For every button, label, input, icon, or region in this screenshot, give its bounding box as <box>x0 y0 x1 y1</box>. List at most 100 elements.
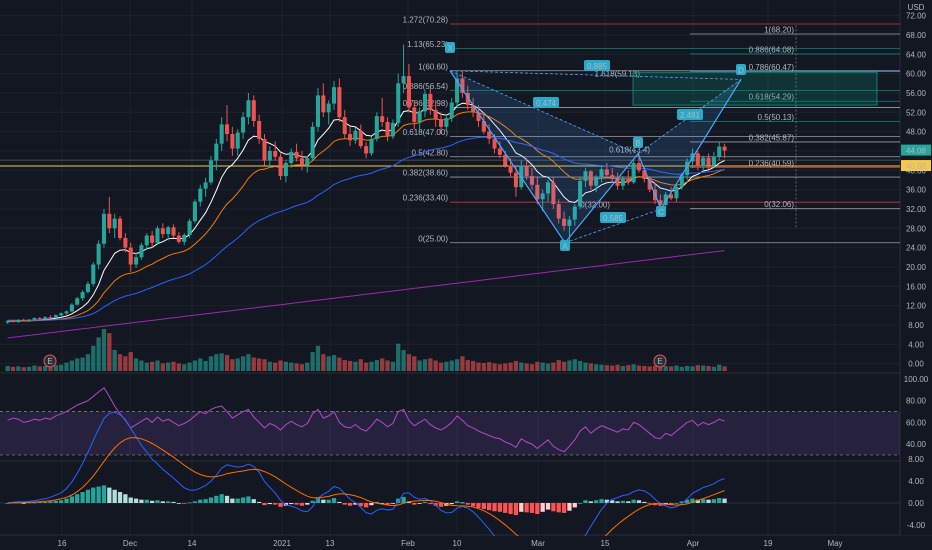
candle-body[interactable] <box>406 76 411 108</box>
candle-body[interactable] <box>385 121 390 137</box>
candle-body[interactable] <box>364 146 369 154</box>
candle-body[interactable] <box>476 112 481 122</box>
candle-body[interactable] <box>16 320 21 323</box>
candle-body[interactable] <box>187 221 192 236</box>
candle-body[interactable] <box>331 87 337 104</box>
candle-body[interactable] <box>594 177 599 186</box>
candle-body[interactable] <box>449 102 454 119</box>
candle-body[interactable] <box>551 182 556 205</box>
candle-body[interactable] <box>513 172 518 188</box>
candle-body[interactable] <box>144 235 149 246</box>
candle-body[interactable] <box>37 318 42 320</box>
candle-body[interactable] <box>438 119 444 127</box>
candle-body[interactable] <box>562 218 567 226</box>
candle-body[interactable] <box>91 264 96 284</box>
candle-body[interactable] <box>455 78 460 103</box>
candle-body[interactable] <box>658 200 663 206</box>
candle-body[interactable] <box>150 235 155 243</box>
candle-body[interactable] <box>460 78 465 93</box>
candle-body[interactable] <box>471 105 476 113</box>
earnings-marker[interactable] <box>653 354 667 368</box>
candle-body[interactable] <box>262 138 267 161</box>
candle-body[interactable] <box>497 148 502 155</box>
candle-body[interactable] <box>10 321 16 323</box>
candle-body[interactable] <box>5 321 10 323</box>
candle-body[interactable] <box>374 116 379 139</box>
candle-body[interactable] <box>224 124 230 135</box>
candle-body[interactable] <box>636 163 642 171</box>
candle-body[interactable] <box>107 213 112 229</box>
candle-body[interactable] <box>310 126 315 159</box>
candle-body[interactable] <box>315 95 321 127</box>
candle-body[interactable] <box>219 124 224 144</box>
candle-body[interactable] <box>230 134 235 149</box>
candle-body[interactable] <box>182 235 187 242</box>
candle-body[interactable] <box>401 76 406 84</box>
candle-body[interactable] <box>53 315 58 318</box>
candle-body[interactable] <box>241 117 246 133</box>
candle-body[interactable] <box>599 169 604 178</box>
candle-body[interactable] <box>176 235 181 242</box>
candle-body[interactable] <box>615 178 620 186</box>
candle-body[interactable] <box>701 157 706 167</box>
candle-body[interactable] <box>481 121 486 132</box>
candle-body[interactable] <box>369 138 374 154</box>
candle-body[interactable] <box>348 134 353 141</box>
candle-body[interactable] <box>663 194 668 206</box>
candle-body[interactable] <box>27 319 32 321</box>
candle-body[interactable] <box>669 194 674 199</box>
candle-body[interactable] <box>706 157 711 166</box>
candle-body[interactable] <box>69 304 74 312</box>
candle-body[interactable] <box>80 292 85 299</box>
candle-body[interactable] <box>620 178 625 186</box>
candle-body[interactable] <box>257 121 262 139</box>
candle-body[interactable] <box>299 158 304 166</box>
candle-body[interactable] <box>305 158 310 166</box>
candle-body[interactable] <box>433 109 438 120</box>
candle-body[interactable] <box>123 237 128 248</box>
candle-body[interactable] <box>722 146 727 151</box>
candle-body[interactable] <box>679 175 684 187</box>
candle-body[interactable] <box>674 186 679 199</box>
candle-body[interactable] <box>588 171 593 186</box>
candle-body[interactable] <box>43 317 48 320</box>
candle-body[interactable] <box>59 313 64 316</box>
candle-body[interactable] <box>117 218 123 238</box>
candle-body[interactable] <box>134 257 139 265</box>
candle-body[interactable] <box>685 161 690 176</box>
candle-body[interactable] <box>503 154 508 166</box>
candle-body[interactable] <box>380 116 385 122</box>
candle-body[interactable] <box>626 178 631 183</box>
earnings-marker[interactable] <box>43 354 57 368</box>
candle-body[interactable] <box>96 243 101 265</box>
candle-body[interactable] <box>289 151 294 164</box>
candle-body[interactable] <box>604 169 609 176</box>
candle-body[interactable] <box>267 150 272 161</box>
candle-body[interactable] <box>203 182 208 189</box>
candle-body[interactable] <box>283 163 288 177</box>
candle-body[interactable] <box>246 100 251 118</box>
candle-body[interactable] <box>101 213 107 244</box>
candle-body[interactable] <box>487 131 492 139</box>
candle-body[interactable] <box>214 143 219 161</box>
candle-body[interactable] <box>444 118 449 127</box>
candle-body[interactable] <box>337 87 342 118</box>
candle-body[interactable] <box>508 165 513 173</box>
candle-body[interactable] <box>412 107 417 122</box>
candle-body[interactable] <box>642 170 647 179</box>
candle-body[interactable] <box>390 122 395 137</box>
candle-body[interactable] <box>75 298 80 305</box>
candle-body[interactable] <box>326 103 331 113</box>
candle-body[interactable] <box>540 193 545 200</box>
candle-body[interactable] <box>492 138 497 149</box>
candle-body[interactable] <box>428 93 433 110</box>
candle-body[interactable] <box>139 245 144 258</box>
candle-body[interactable] <box>294 151 299 159</box>
candle-body[interactable] <box>545 182 551 194</box>
candle-body[interactable] <box>192 201 197 222</box>
candle-body[interactable] <box>353 130 358 141</box>
candle-body[interactable] <box>321 95 326 113</box>
candle-body[interactable] <box>251 100 256 122</box>
candle-body[interactable] <box>556 204 561 219</box>
